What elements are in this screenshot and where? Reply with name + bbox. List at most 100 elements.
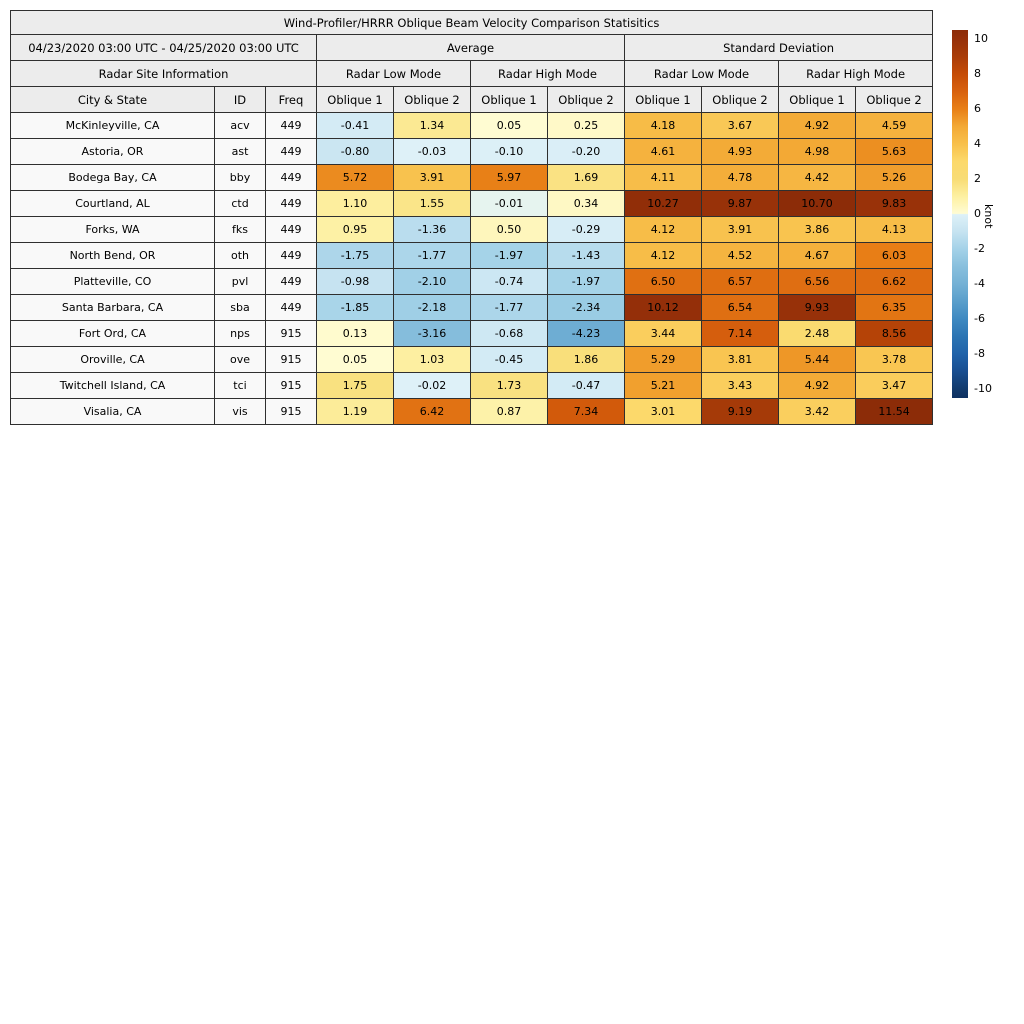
city-cell: Platteville, CO: [10, 268, 215, 295]
colorbar-tick-label: -6: [974, 312, 985, 326]
freq-cell: 449: [265, 242, 317, 269]
value-cell: 9.19: [701, 398, 779, 425]
value-cell: -1.77: [393, 242, 471, 269]
value-cell: 0.95: [316, 216, 394, 243]
value-cell: 3.91: [393, 164, 471, 191]
value-cell: 4.59: [854, 112, 934, 139]
freq-cell: 915: [265, 346, 317, 373]
table-row: Platteville, CO pvl 449 -0.98 -2.10 -0.74 -1.9…: [10, 268, 934, 295]
value-cell: -1.97: [470, 242, 548, 269]
value-cell: 6.54: [701, 294, 779, 321]
oblique-header-2: Oblique 1: [470, 86, 548, 113]
value-cell: -0.02: [393, 372, 471, 399]
value-cell: 5.26: [854, 164, 934, 191]
table-row: Santa Barbara, CA sba 449 -1.85 -2.18 -1.77 -2…: [10, 294, 934, 321]
value-cell: -0.41: [316, 112, 394, 139]
mode-header-0: Radar Low Mode: [316, 60, 471, 87]
table-row: Fort Ord, CA nps 915 0.13 -3.16 -0.68 -4.23 3.4…: [10, 320, 934, 347]
oblique-header-6: Oblique 1: [778, 86, 856, 113]
value-cell: 4.61: [624, 138, 702, 165]
city-cell: Courtland, AL: [10, 190, 215, 217]
id-cell: acv: [214, 112, 266, 139]
statistics-table: Wind-Profiler/HRRR Oblique Beam Velocity…: [9, 10, 934, 425]
value-cell: 3.43: [701, 372, 779, 399]
value-cell: 4.42: [778, 164, 856, 191]
value-cell: 3.86: [778, 216, 856, 243]
value-cell: 9.87: [701, 190, 779, 217]
value-cell: 4.67: [778, 242, 856, 269]
city-cell: Astoria, OR: [10, 138, 215, 165]
site-info-header: Radar Site Information: [10, 60, 317, 87]
freq-cell: 915: [265, 372, 317, 399]
table-title-row: Wind-Profiler/HRRR Oblique Beam Velocity…: [9, 10, 934, 35]
value-cell: 8.56: [854, 320, 934, 347]
table-row: North Bend, OR oth 449 -1.75 -1.77 -1.97 -1.43…: [10, 242, 934, 269]
freq-cell: 449: [265, 112, 317, 139]
city-cell: Fort Ord, CA: [10, 320, 215, 347]
value-cell: 4.92: [778, 372, 856, 399]
city-cell: Oroville, CA: [10, 346, 215, 373]
colorbar: [952, 30, 968, 398]
oblique-header-1: Oblique 2: [393, 86, 471, 113]
table-title: Wind-Profiler/HRRR Oblique Beam Velocity…: [9, 10, 934, 35]
value-cell: 3.42: [778, 398, 856, 425]
value-cell: 4.13: [854, 216, 934, 243]
value-cell: 0.34: [547, 190, 625, 217]
value-cell: 4.11: [624, 164, 702, 191]
value-cell: -1.97: [547, 268, 625, 295]
value-cell: 2.48: [778, 320, 856, 347]
mode-header-row: Radar Site Information Radar Low Mode Rad…: [10, 60, 934, 87]
value-cell: 5.97: [470, 164, 548, 191]
value-cell: 11.54: [854, 398, 934, 425]
value-cell: 6.03: [854, 242, 934, 269]
colorbar-tick-label: 0: [974, 207, 981, 220]
value-cell: 1.19: [316, 398, 394, 425]
average-group-header: Average: [316, 34, 625, 61]
colorbar-tick-label: 8: [974, 66, 981, 80]
value-cell: -3.16: [393, 320, 471, 347]
value-cell: 3.78: [854, 346, 934, 373]
table-body: McKinleyville, CA acv 449 -0.41 1.34 0.05 0.25…: [10, 112, 934, 425]
value-cell: 10.12: [624, 294, 702, 321]
table-row: Visalia, CA vis 915 1.19 6.42 0.87 7.34 3.01 9.1…: [10, 398, 934, 425]
value-cell: 5.44: [778, 346, 856, 373]
value-cell: -2.18: [393, 294, 471, 321]
colorbar-tick-label: -8: [974, 347, 985, 361]
freq-cell: 449: [265, 190, 317, 217]
freq-cell: 449: [265, 138, 317, 165]
value-cell: -0.01: [470, 190, 548, 217]
value-cell: 9.83: [854, 190, 934, 217]
id-cell: tci: [214, 372, 266, 399]
table-row: Forks, WA fks 449 0.95 -1.36 0.50 -0.29 4.12 3.9…: [10, 216, 934, 243]
value-cell: -2.34: [547, 294, 625, 321]
freq-header: Freq: [265, 86, 317, 113]
value-cell: -1.77: [470, 294, 548, 321]
value-cell: 3.44: [624, 320, 702, 347]
value-cell: 3.67: [701, 112, 779, 139]
freq-cell: 915: [265, 398, 317, 425]
value-cell: 6.35: [854, 294, 934, 321]
value-cell: 1.69: [547, 164, 625, 191]
city-cell: Santa Barbara, CA: [10, 294, 215, 321]
value-cell: 6.50: [624, 268, 702, 295]
mode-header-2: Radar Low Mode: [624, 60, 779, 87]
oblique-header-3: Oblique 2: [547, 86, 625, 113]
value-cell: -1.36: [393, 216, 471, 243]
value-cell: -0.03: [393, 138, 471, 165]
colorbar-tick-label: 4: [974, 136, 981, 150]
value-cell: 5.63: [854, 138, 934, 165]
oblique-header-5: Oblique 2: [701, 86, 779, 113]
table-row: Twitchell Island, CA tci 915 1.75 -0.02 1.73-…: [10, 372, 934, 399]
table-row: Courtland, AL ctd 449 1.10 1.55 -0.01 0.34 10.2…: [10, 190, 934, 217]
oblique-header-4: Oblique 1: [624, 86, 702, 113]
value-cell: 3.91: [701, 216, 779, 243]
value-cell: -0.80: [316, 138, 394, 165]
date-range-cell: 04/23/2020 03:00 UTC - 04/25/2020 03:00 …: [10, 34, 317, 61]
group-header-row: 04/23/2020 03:00 UTC - 04/25/2020 03:00 …: [10, 34, 934, 61]
city-state-header: City & State: [10, 86, 215, 113]
value-cell: 6.57: [701, 268, 779, 295]
id-cell: sba: [214, 294, 266, 321]
city-cell: McKinleyville, CA: [10, 112, 215, 139]
value-cell: 6.42: [393, 398, 471, 425]
